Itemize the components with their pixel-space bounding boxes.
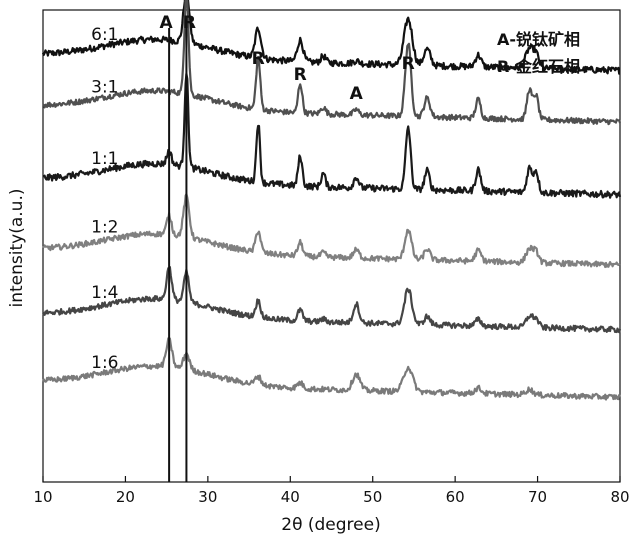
x-tick-label: 70 <box>528 488 547 506</box>
series-line-1-6 <box>43 338 620 399</box>
peak-label: R <box>183 13 196 33</box>
series-line-1-4 <box>43 267 620 332</box>
x-tick-label: 20 <box>116 488 135 506</box>
x-axis-title: 2θ (degree) <box>281 515 380 535</box>
x-tick-label: 60 <box>446 488 465 506</box>
x-tick-label: 30 <box>198 488 217 506</box>
peak-label: A <box>160 13 174 33</box>
legend-entry-anatase: A-锐钛矿相 <box>497 30 580 49</box>
peak-label: R <box>252 49 265 69</box>
y-axis-title: intensity(a.u.) <box>7 189 27 308</box>
peak-label: A <box>350 84 364 104</box>
reference-lines <box>169 28 186 482</box>
series-label: 1:6 <box>91 353 118 373</box>
x-tick-label: 80 <box>610 488 629 506</box>
series-label: 1:1 <box>91 149 118 169</box>
x-tick-label: 40 <box>281 488 300 506</box>
series-label: 1:2 <box>91 218 118 238</box>
plot-frame <box>43 10 620 482</box>
x-tick-label: 10 <box>33 488 52 506</box>
series-label: 1:4 <box>91 283 118 303</box>
series-label: 6:1 <box>91 25 118 45</box>
legend-entry-rutile: R-金红石相 <box>497 57 580 76</box>
series-label: 3:1 <box>91 77 118 97</box>
series-line-1-2 <box>43 194 620 267</box>
x-tick-label: 50 <box>363 488 382 506</box>
peak-label: R <box>294 65 307 85</box>
x-axis-ticks: 10 20 30 40 50 60 70 80 <box>33 476 629 506</box>
labels-layer: 6:13:11:11:21:41:6ARRRAR <box>91 13 415 373</box>
peak-label: R <box>402 54 415 74</box>
plot-border <box>43 10 620 482</box>
